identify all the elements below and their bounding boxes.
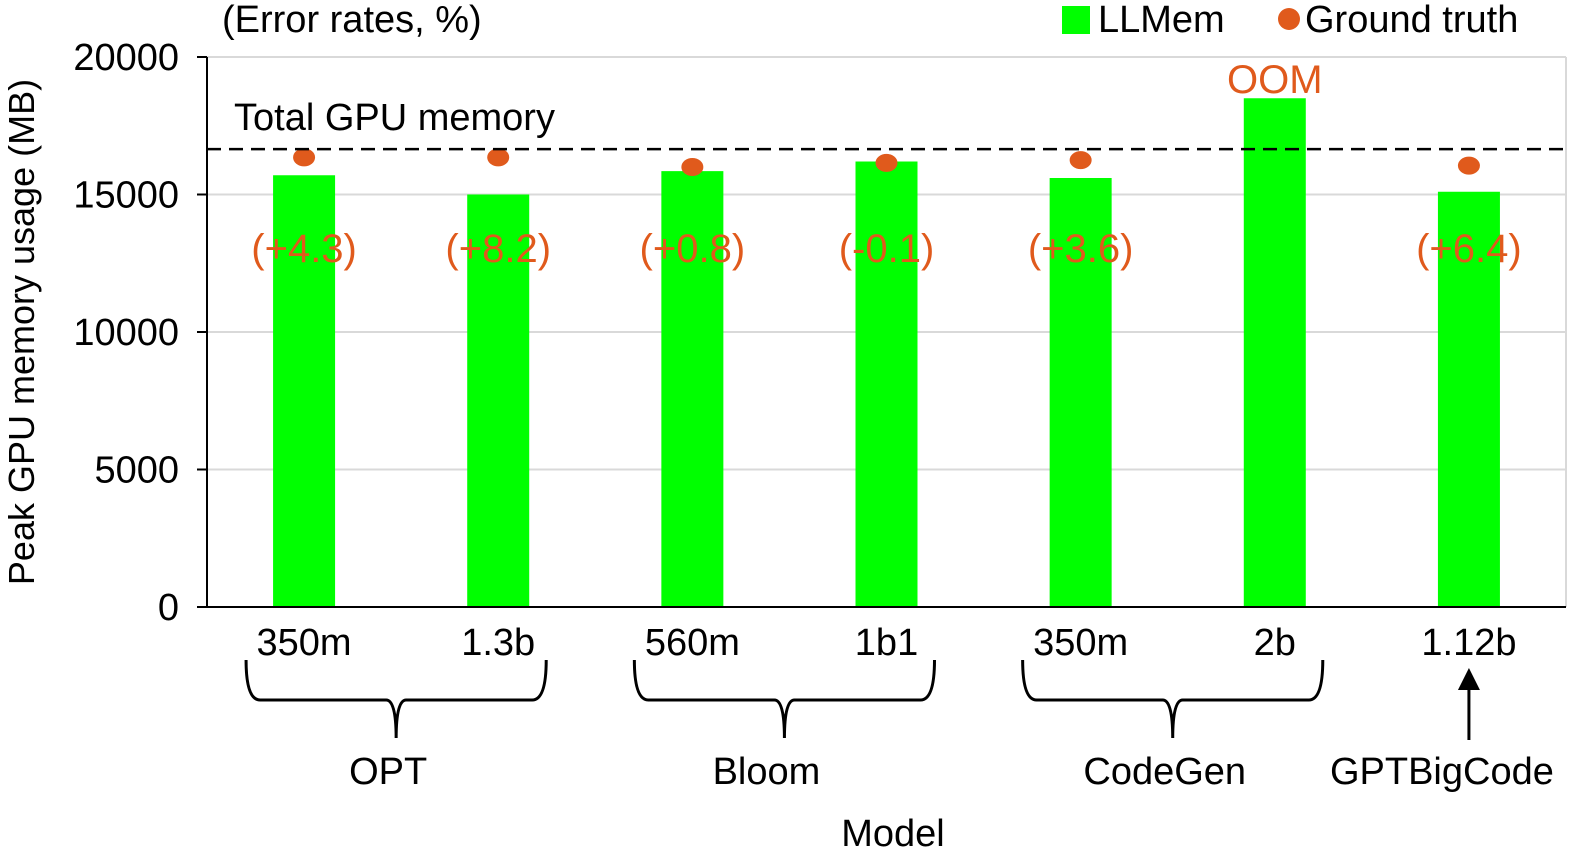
x-tick-label: 560m bbox=[645, 622, 740, 664]
legend-bar-swatch bbox=[1062, 6, 1090, 34]
chart-subtitle: (Error rates, %) bbox=[222, 0, 482, 41]
bar bbox=[1049, 178, 1112, 607]
ground-truth-point bbox=[293, 148, 316, 167]
bar bbox=[661, 171, 724, 607]
oom-label: OOM bbox=[1227, 58, 1323, 102]
legend: LLMem Ground truth bbox=[1062, 0, 1518, 41]
ground-truth-point bbox=[1069, 151, 1092, 170]
ground-truth-point bbox=[487, 148, 510, 167]
error-rate-label: (-0.1) bbox=[839, 227, 935, 271]
error-rate-label: (+4.3) bbox=[251, 227, 357, 271]
bar bbox=[467, 194, 530, 607]
y-tick-label: 15000 bbox=[73, 175, 179, 217]
x-tick-label: 350m bbox=[1033, 622, 1128, 664]
x-tick-label: 350m bbox=[257, 622, 352, 664]
ground-truth-points bbox=[293, 148, 1480, 176]
error-rate-label: (+3.6) bbox=[1028, 227, 1134, 271]
bar bbox=[1243, 98, 1306, 607]
group-label: CodeGen bbox=[1083, 751, 1246, 793]
x-axis-title: Model bbox=[841, 813, 945, 854]
legend-label-llmem: LLMem bbox=[1098, 0, 1225, 41]
y-tick-label: 20000 bbox=[73, 37, 179, 79]
reference-line-label: Total GPU memory bbox=[234, 97, 555, 139]
group-label: GPTBigCode bbox=[1330, 751, 1554, 793]
x-tick-label: 2b bbox=[1254, 622, 1296, 664]
bar bbox=[1437, 191, 1500, 607]
group-label: Bloom bbox=[713, 751, 821, 793]
y-tick-label: 10000 bbox=[73, 312, 179, 354]
error-rate-label: (+0.8) bbox=[640, 227, 746, 271]
ground-truth-point bbox=[681, 158, 704, 176]
y-axis-title: Peak GPU memory usage (MB) bbox=[1, 79, 42, 585]
group-arrow-head bbox=[1457, 668, 1480, 690]
error-rate-label: (+8.2) bbox=[445, 227, 551, 271]
y-tick-label: 0 bbox=[158, 587, 179, 629]
bar bbox=[273, 175, 336, 607]
error-rate-label: (+6.4) bbox=[1416, 227, 1522, 271]
ground-truth-point bbox=[1457, 156, 1480, 175]
x-tick-label: 1.12b bbox=[1421, 622, 1516, 664]
x-tick-label: 1b1 bbox=[855, 622, 918, 664]
group-label: OPT bbox=[349, 751, 427, 793]
bar bbox=[855, 161, 918, 607]
x-tick-label: 1.3b bbox=[461, 622, 535, 664]
group-brace bbox=[244, 659, 548, 739]
legend-point-swatch bbox=[1278, 8, 1300, 30]
legend-label-ground-truth: Ground truth bbox=[1305, 0, 1518, 41]
axes: 0 5000 10000 15000 20000 bbox=[73, 37, 1566, 629]
group-brace bbox=[632, 659, 936, 739]
y-tick-label: 5000 bbox=[94, 450, 179, 492]
ground-truth-point bbox=[875, 153, 898, 172]
labels: (+4.3) (+8.2) (+0.8) (-0.1) (+3.6) (+6.4) OOM 3… bbox=[244, 58, 1554, 793]
bars bbox=[273, 98, 1500, 607]
group-brace bbox=[1021, 659, 1325, 739]
